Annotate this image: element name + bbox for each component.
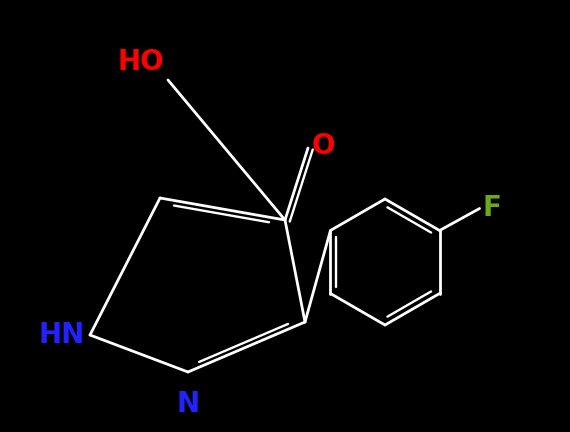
Text: F: F: [483, 194, 502, 222]
Text: HO: HO: [117, 48, 164, 76]
Text: O: O: [312, 132, 336, 160]
Text: HN: HN: [39, 321, 85, 349]
Text: N: N: [177, 390, 199, 418]
